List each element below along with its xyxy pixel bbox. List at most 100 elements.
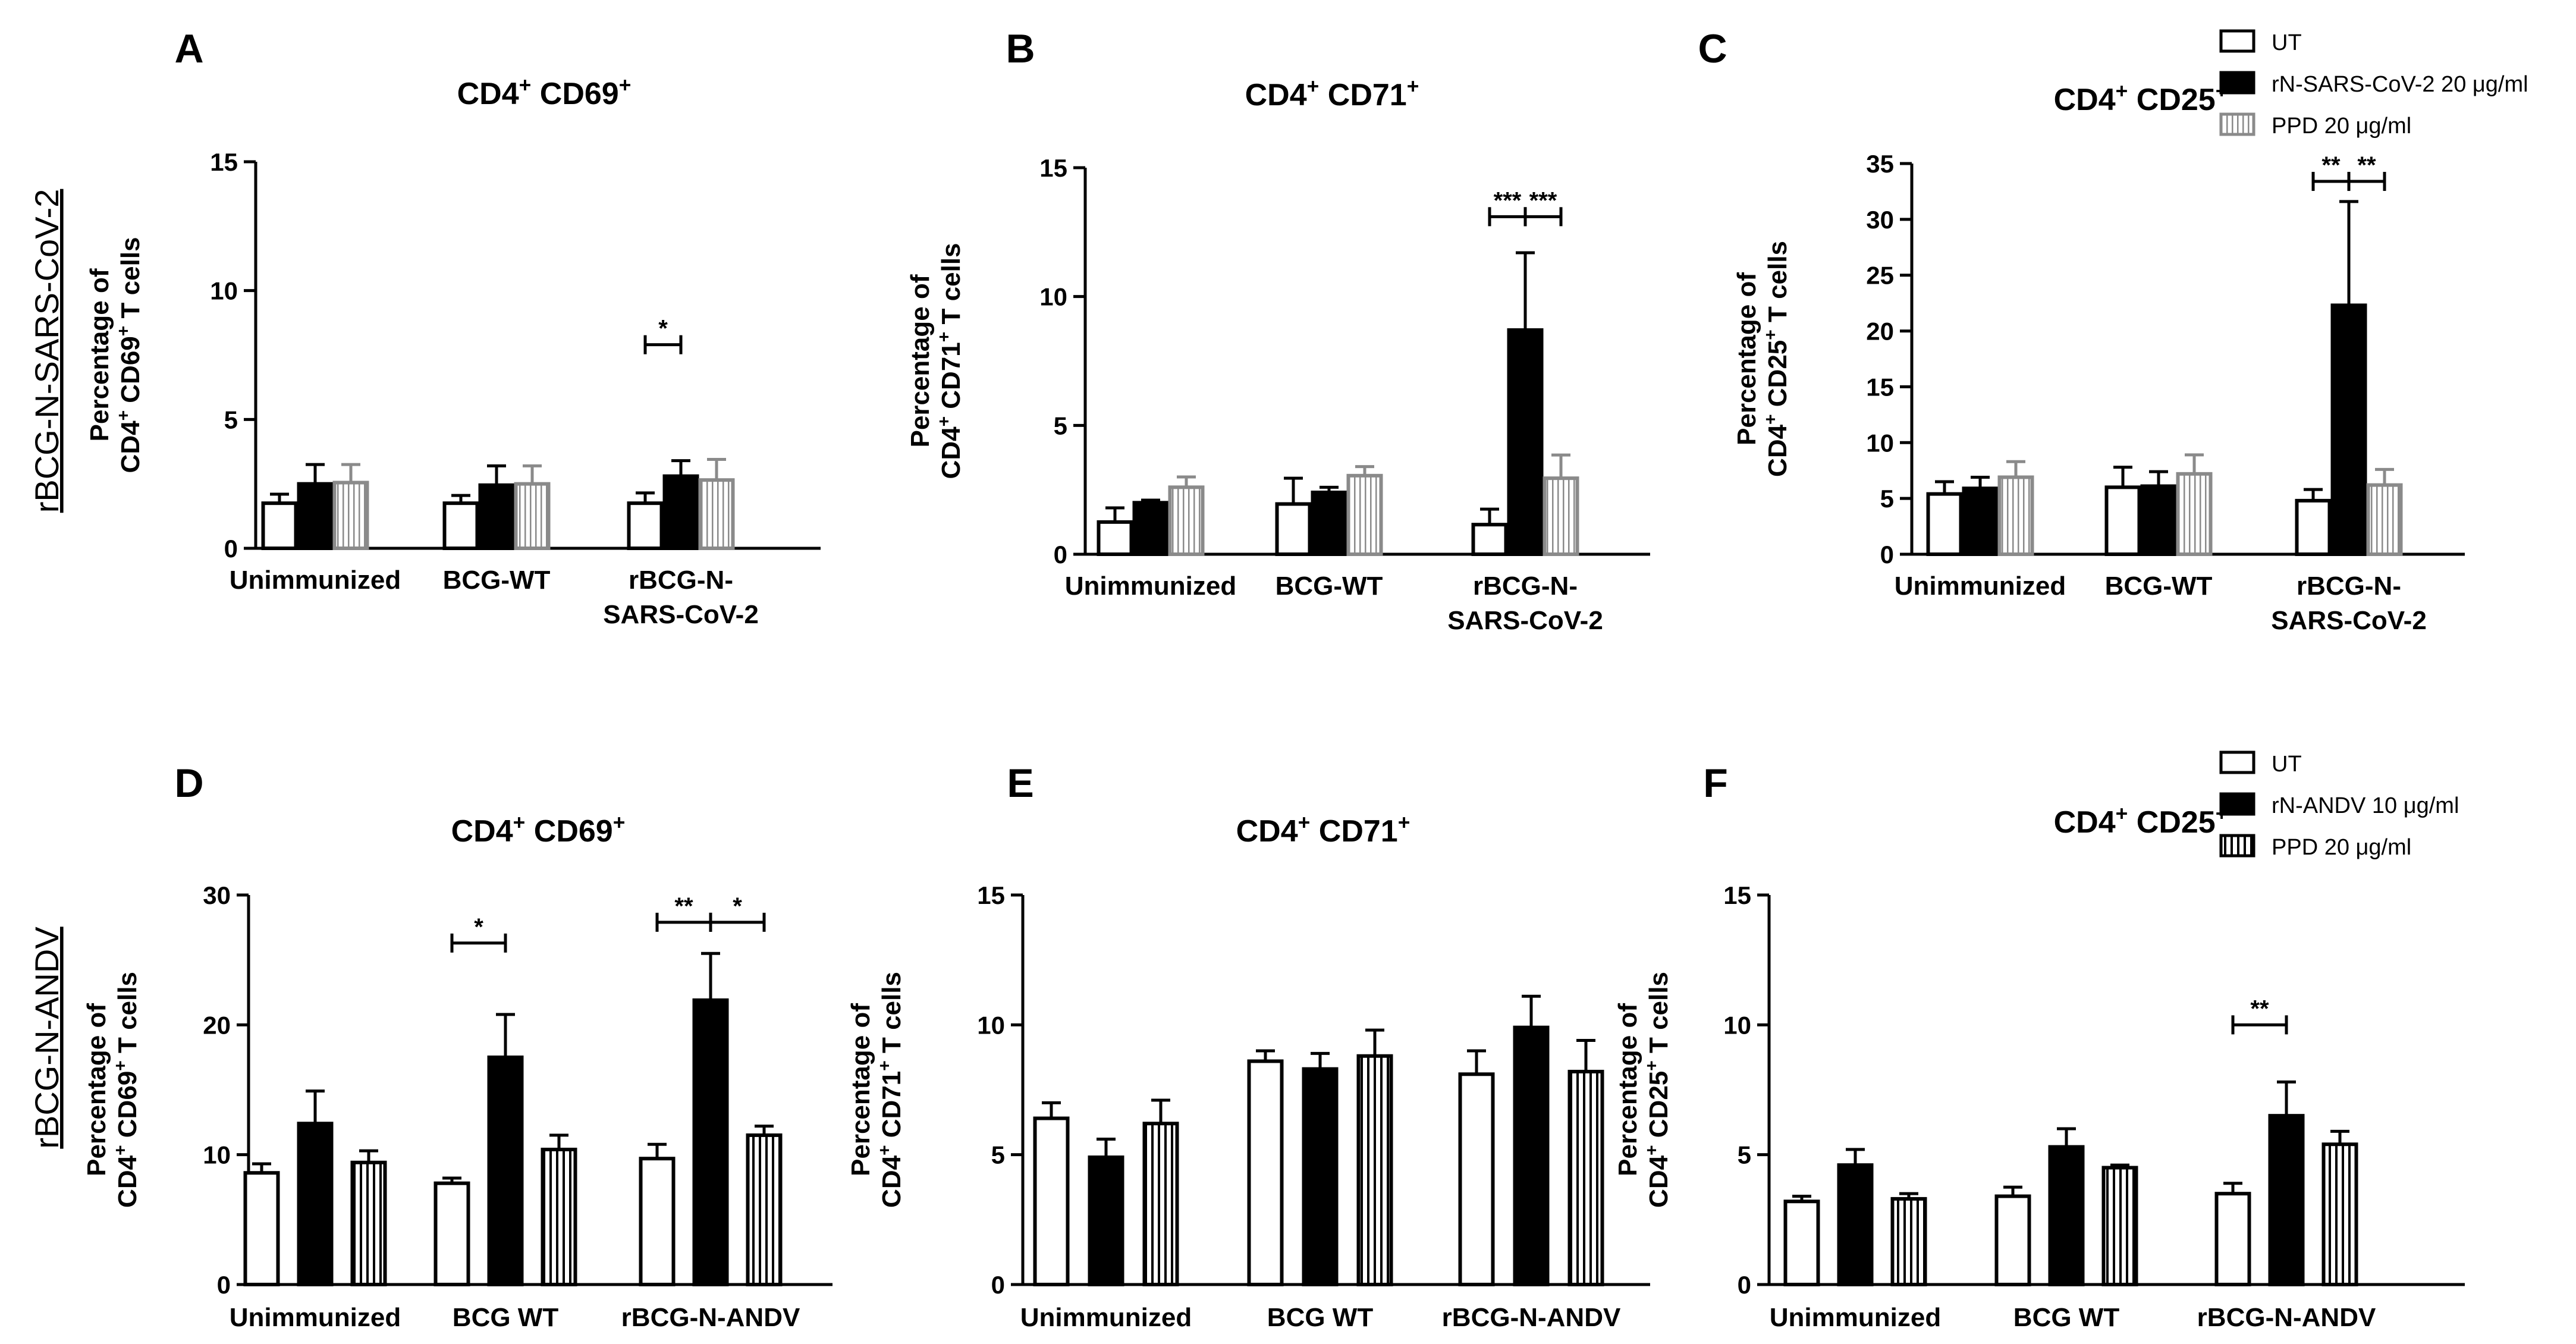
y-tick-label: 10 bbox=[977, 1011, 1005, 1039]
bar bbox=[1543, 476, 1579, 557]
text-part: T cells bbox=[937, 243, 966, 332]
text-part: CD71 bbox=[937, 342, 966, 416]
legend-swatch bbox=[2219, 71, 2255, 95]
bar bbox=[487, 1055, 524, 1286]
superscript: + bbox=[1398, 811, 1410, 834]
x-tick-label: rBCG-N- bbox=[629, 566, 733, 595]
y-tick-label: 20 bbox=[203, 1011, 231, 1039]
significance-label: * bbox=[733, 893, 742, 919]
text-part: CD25 bbox=[2128, 805, 2215, 840]
y-tick-label: 10 bbox=[203, 1141, 231, 1169]
chart-title: CD4+ CD25+ bbox=[2054, 802, 2228, 840]
significance-label: ** bbox=[2357, 152, 2376, 178]
text-part: CD25 bbox=[1763, 340, 1792, 414]
bar bbox=[1458, 1072, 1495, 1287]
y-tick-label: 15 bbox=[1866, 373, 1894, 401]
x-tick-label: SARS-CoV-2 bbox=[2271, 606, 2427, 635]
y-tick-label: 15 bbox=[1039, 154, 1067, 182]
y-axis-label-line2: CD4+ CD69+ T cells bbox=[114, 237, 145, 473]
bar bbox=[433, 1181, 470, 1286]
bar bbox=[1997, 475, 2034, 557]
bar bbox=[1132, 501, 1169, 556]
superscript: + bbox=[2216, 802, 2228, 825]
x-tick-label: Unimmunized bbox=[1065, 571, 1236, 601]
legend-label: PPD 20 μg/ml bbox=[2272, 835, 2411, 860]
text-part: CD69 bbox=[116, 336, 145, 410]
x-tick-label: Unimmunized bbox=[230, 1303, 401, 1332]
text-part: CD69 bbox=[531, 77, 618, 111]
bar bbox=[662, 474, 699, 551]
panel-letter: C bbox=[1698, 26, 1727, 71]
y-tick-label: 10 bbox=[1723, 1011, 1751, 1039]
chart-title: CD4+ CD71+ bbox=[1236, 811, 1410, 849]
bar bbox=[1926, 492, 1963, 556]
text-part: CD25 bbox=[1644, 1071, 1673, 1145]
superscript: + bbox=[1642, 1145, 1661, 1155]
x-tick-label: Unimmunized bbox=[1895, 571, 2066, 601]
y-axis-label-line1: Percentage of bbox=[82, 1003, 111, 1176]
bar bbox=[1142, 1122, 1179, 1287]
superscript: + bbox=[114, 410, 133, 420]
y-tick-label: 0 bbox=[991, 1271, 1005, 1299]
y-tick-label: 30 bbox=[1866, 206, 1894, 234]
y-tick-label: 5 bbox=[1880, 485, 1894, 513]
legend-label: UT bbox=[2272, 30, 2302, 55]
bar bbox=[1567, 1069, 1604, 1287]
y-axis-label-line1: Percentage of bbox=[846, 1003, 875, 1176]
legend-label: UT bbox=[2272, 752, 2302, 777]
bar bbox=[1311, 491, 1347, 556]
row-label-1: rBCG-N-SARS-CoV-2 bbox=[28, 189, 65, 513]
bar bbox=[261, 501, 298, 551]
y-tick-label: 5 bbox=[1054, 412, 1067, 439]
text-part: CD71 bbox=[877, 1071, 906, 1145]
legend-swatch bbox=[2219, 750, 2255, 774]
legend-swatch bbox=[2219, 29, 2255, 53]
superscript: + bbox=[513, 811, 526, 834]
text-part: T cells bbox=[877, 972, 906, 1060]
x-tick-label: rBCG-N-ANDV bbox=[621, 1303, 800, 1332]
significance-label: ** bbox=[674, 893, 693, 919]
y-axis-label-line1: Percentage of bbox=[1613, 1003, 1642, 1176]
significance-label: ** bbox=[2321, 152, 2341, 178]
superscript: + bbox=[1642, 1060, 1661, 1070]
x-tick-label: BCG-WT bbox=[1276, 571, 1383, 601]
bar bbox=[692, 998, 729, 1286]
chart-title: CD4+ CD69+ bbox=[451, 811, 626, 849]
bar bbox=[243, 1171, 280, 1286]
bar bbox=[2214, 1192, 2251, 1286]
superscript: + bbox=[2116, 80, 2128, 103]
bar bbox=[2101, 1166, 2138, 1286]
superscript: + bbox=[619, 74, 632, 97]
y-tick-label: 0 bbox=[217, 1271, 231, 1299]
legend-swatch bbox=[2219, 834, 2255, 858]
superscript: + bbox=[2216, 80, 2228, 103]
y-tick-label: 0 bbox=[1880, 541, 1894, 569]
legend-label: rN-SARS-CoV-2 20 μg/ml bbox=[2272, 72, 2528, 97]
superscript: + bbox=[1307, 75, 1320, 98]
text-part: CD69 bbox=[113, 1071, 142, 1145]
bar bbox=[442, 501, 479, 551]
row-label-text: rBCG-N-SARS-CoV-2 bbox=[28, 189, 65, 513]
x-tick-label: Unimmunized bbox=[1020, 1303, 1192, 1332]
x-tick-label: rBCG-N- bbox=[2297, 571, 2401, 601]
text-part: CD4 bbox=[113, 1155, 142, 1208]
y-tick-label: 5 bbox=[224, 406, 238, 434]
bar bbox=[1471, 523, 1508, 557]
x-tick-label: SARS-CoV-2 bbox=[1447, 606, 1603, 635]
text-part: T cells bbox=[113, 972, 142, 1060]
bar bbox=[1097, 520, 1133, 556]
y-tick-label: 0 bbox=[224, 535, 238, 563]
legend-swatch bbox=[2219, 112, 2255, 136]
x-tick-label: BCG WT bbox=[453, 1303, 559, 1332]
panel-letter: B bbox=[1006, 26, 1035, 71]
y-tick-label: 10 bbox=[210, 277, 238, 305]
bar bbox=[1513, 1025, 1550, 1286]
x-tick-label: BCG WT bbox=[1267, 1303, 1374, 1332]
